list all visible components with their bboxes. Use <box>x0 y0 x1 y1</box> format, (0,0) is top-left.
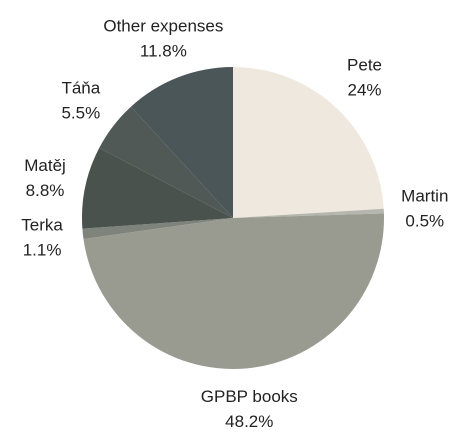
slice-value: 11.8% <box>140 42 187 61</box>
slice-value: 5.5% <box>61 103 100 122</box>
slice-label: Martin <box>401 187 448 206</box>
pie-slice <box>82 147 233 229</box>
slice-label: Táňa <box>61 78 100 97</box>
slice-value: 0.5% <box>405 212 444 231</box>
slice-value: 8.8% <box>26 181 65 200</box>
slice-value: 48.2% <box>225 412 273 431</box>
slice-label: Pete <box>347 56 382 75</box>
slice-value: 24% <box>348 81 382 100</box>
slice-label: Terka <box>21 216 63 235</box>
pie-slice <box>130 67 233 218</box>
slice-label: GPBP books <box>201 387 298 406</box>
pie-slice <box>83 213 384 370</box>
pie-slice <box>99 106 233 218</box>
pie-slice <box>82 218 233 240</box>
slice-label: Matěj <box>24 156 66 175</box>
pie-slice <box>233 67 384 218</box>
slice-value: 1.1% <box>23 241 62 260</box>
slice-label: Other expenses <box>103 17 223 36</box>
pie-slice <box>233 208 384 218</box>
